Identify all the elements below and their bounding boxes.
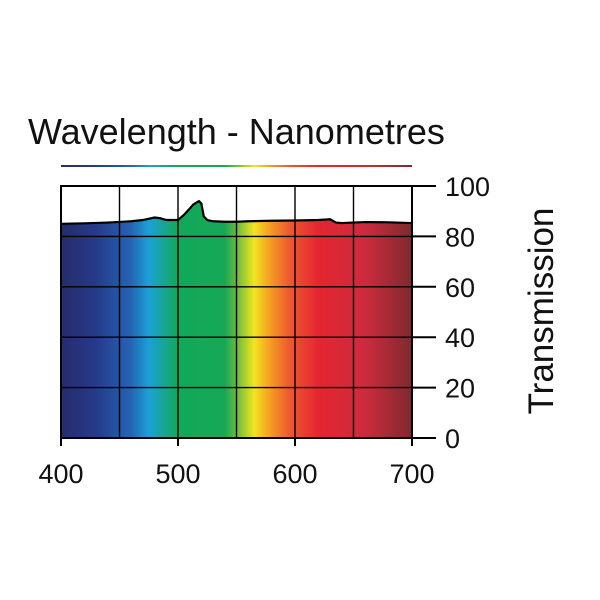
y-axis-label: Transmission: [522, 208, 561, 415]
x-tick-label-500: 500: [155, 459, 200, 489]
plot-frame: [60, 185, 413, 439]
y-tick-label-100: 100: [445, 172, 490, 202]
transmission-line: [61, 200, 412, 225]
y-tick-label-20: 20: [445, 374, 475, 404]
title-spectrum-rule: [61, 165, 412, 167]
y-tick-label-0: 0: [445, 424, 460, 454]
y-tick-label-40: 40: [445, 323, 475, 353]
x-tick-label-600: 600: [272, 459, 317, 489]
chart-title: Wavelength - Nanometres: [28, 111, 445, 152]
x-tick-label-700: 700: [389, 459, 434, 489]
x-tick-label-400: 400: [38, 459, 83, 489]
axes: 400 500 600 700 0 20 40 60 80 100: [38, 172, 490, 489]
y-tick-label-80: 80: [445, 222, 475, 252]
y-tick-label-60: 60: [445, 273, 475, 303]
